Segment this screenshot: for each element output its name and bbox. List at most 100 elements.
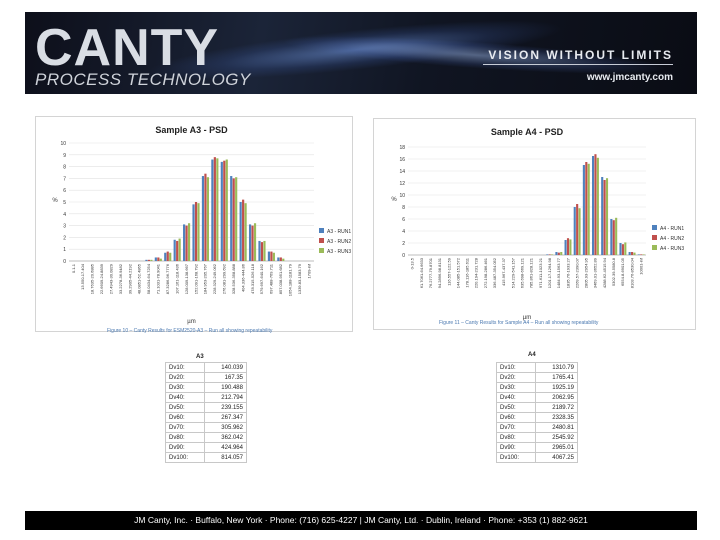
percentile-label: Dv70: <box>165 422 205 433</box>
legend-swatch <box>652 235 657 240</box>
x-tick-label: 2805.93-2954.95 <box>584 257 589 288</box>
table-row: Dv70: 305.962 <box>165 422 247 433</box>
y-tick-label: 18 <box>399 145 405 151</box>
percentile-value: 424.964 <box>203 442 247 453</box>
bar <box>582 165 585 255</box>
bar <box>159 258 162 261</box>
bar <box>216 158 219 261</box>
percentile-value: 2328.35 <box>534 412 578 423</box>
x-tick-label: 336.487-354.052 <box>492 257 497 288</box>
table-row: Dv80: 2545.92 <box>496 432 578 443</box>
bar <box>251 225 254 261</box>
table-row: Dv60: 267.347 <box>165 412 247 423</box>
y-axis-label: % <box>391 197 397 203</box>
y-tick-label: 7 <box>63 176 66 182</box>
percentile-value: 2062.95 <box>534 392 578 403</box>
table-row: Dv90: 424.964 <box>165 442 247 453</box>
y-tick-label: 10 <box>60 141 66 147</box>
x-tick-label: 22.6609-24.8839 <box>99 263 104 294</box>
bar <box>235 177 238 261</box>
y-tick-label: 4 <box>63 212 66 218</box>
bar <box>637 254 640 255</box>
table-row: Dv80: 362.042 <box>165 432 247 443</box>
x-tick-label: 87.3286-96.7776 <box>165 263 170 294</box>
bar <box>610 219 613 255</box>
bar <box>253 223 257 261</box>
bar <box>225 159 228 261</box>
x-tick-label: 1201.17-1264.98 <box>547 257 552 288</box>
x-tick-label: 144.085-151.572 <box>455 257 460 288</box>
x-tick-label: 478.315-526.118 <box>250 263 255 294</box>
chart-title: Sample A4 - PSD <box>491 127 564 137</box>
table-row: Dv70: 2480.81 <box>496 422 578 433</box>
bar <box>585 162 588 255</box>
x-tick-label: 1709-inf <box>306 263 311 278</box>
percentile-value: 190.488 <box>203 382 247 393</box>
percentile-value: 814.057 <box>203 452 247 463</box>
percentile-value: 167.35 <box>203 372 247 383</box>
legend-swatch <box>319 248 324 253</box>
bar <box>591 156 595 255</box>
bar <box>206 177 210 261</box>
legend-label: A4 - RUN1 <box>660 226 684 232</box>
x-tick-label: 5302.39-5580.8 <box>611 257 616 286</box>
x-tick-label: 1484.93-1563.77 <box>556 257 561 288</box>
bar <box>258 240 261 261</box>
bar <box>220 161 223 261</box>
percentile-value: 2480.81 <box>534 422 578 433</box>
percentile-value: 1925.19 <box>534 382 578 393</box>
bar <box>187 223 191 261</box>
bar <box>619 243 622 255</box>
table-row: Dv60: 2328.35 <box>496 412 578 423</box>
bar <box>279 257 282 261</box>
website-link[interactable]: www.jmcanty.com <box>586 72 673 83</box>
percentile-value: 1310.79 <box>534 362 578 373</box>
bar <box>546 254 549 255</box>
y-tick-label: 2 <box>63 235 66 241</box>
bar <box>154 257 157 261</box>
legend-label: A4 - RUN3 <box>660 246 684 252</box>
bar <box>169 252 172 261</box>
table-row: Dv100: 814.057 <box>165 452 247 463</box>
x-tick-label: 39.2905-44.2192 <box>127 263 132 294</box>
x-tick-label: 18.7635-20.6885 <box>90 263 95 294</box>
x-tick-label: 228.329-249.062 <box>212 263 217 294</box>
x-tick-label: 697.488-769.711 <box>269 263 274 294</box>
bar <box>248 224 252 261</box>
table-row: Dv40: 212.794 <box>165 392 247 403</box>
legend-swatch <box>652 245 657 250</box>
bar <box>566 238 570 255</box>
percentile-label: Dv30: <box>496 382 536 393</box>
x-tick-label: 1054.188-1181.79 <box>288 263 293 296</box>
percentile-label: Dv60: <box>496 412 536 423</box>
bar <box>557 252 560 255</box>
x-tick-label: 220.194-231.728 <box>474 257 479 288</box>
table-row: Dv20: 167.35 <box>165 372 247 383</box>
y-tick-label: 0 <box>402 253 405 259</box>
x-tick-label: 328.536-358.888 <box>231 263 236 294</box>
x-tick-label: 3469.01-3652.89 <box>593 257 598 288</box>
table-row: Dv50: 239.155 <box>165 402 247 413</box>
x-tick-label: 514.229-541.157 <box>510 257 515 288</box>
x-tick-label: 579.697-640.162 <box>259 263 264 294</box>
bar <box>185 225 188 261</box>
bar <box>551 254 554 255</box>
percentile-label: Dv100: <box>165 452 205 463</box>
percentile-value: 305.962 <box>203 422 247 433</box>
percentile-value: 267.347 <box>203 412 247 423</box>
percentile-value: 212.794 <box>203 392 247 403</box>
table-row: Dv30: 190.488 <box>165 382 247 393</box>
bar <box>244 203 247 261</box>
x-tick-label: 13.550-17.404 <box>80 263 85 290</box>
percentile-value: 4067.25 <box>534 452 578 463</box>
y-tick-label: 0 <box>63 259 66 265</box>
x-axis-label: µm <box>523 315 531 321</box>
x-tick-label: 971.611-1023.21 <box>538 257 543 288</box>
x-tick-label: 178.116-185.611 <box>465 257 470 287</box>
chart-a4: Sample A4 - PSD 0 2 4 6 8 10 12 14 16 18% µm 0-13.5 6… <box>391 127 684 321</box>
bar <box>615 217 618 255</box>
legend-swatch <box>319 238 324 243</box>
percentile-label: Dv50: <box>496 402 536 413</box>
x-tick-label: 184.953-205.767 <box>203 263 208 294</box>
bar <box>576 204 579 255</box>
